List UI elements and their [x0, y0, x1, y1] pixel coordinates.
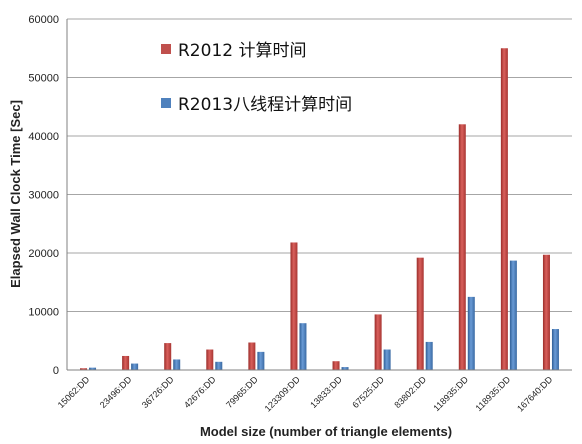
legend-label-r2013: R2013八线程计算时间	[178, 95, 352, 115]
y-tick-label: 20000	[28, 248, 59, 260]
x-tick-label: 79965:DD	[224, 374, 260, 410]
bar-r2013-10	[509, 260, 517, 370]
bar-r2012-6	[332, 361, 340, 370]
bar-r2012-1	[122, 355, 130, 370]
y-tick-label: 10000	[28, 307, 59, 319]
bar-r2013-7	[383, 349, 391, 370]
bar-r2012-11	[542, 254, 550, 370]
y-tick-label: 0	[53, 365, 59, 377]
y-tick-label: 30000	[28, 190, 59, 202]
y-tick-labels: 0 10000 20000 30000 40000 50000 60000	[28, 14, 59, 377]
x-tick-label: 123309:DD	[263, 374, 303, 414]
legend-label-r2012: R2012 计算时间	[178, 41, 306, 61]
bar-r2013-5	[299, 323, 307, 370]
legend-swatch-r2013	[161, 98, 171, 108]
x-tick-label: 15062:DD	[56, 374, 92, 410]
bar-r2012-10	[500, 48, 508, 370]
legend: R2012 计算时间 R2013八线程计算时间	[161, 41, 352, 115]
bar-r2012-9	[458, 124, 466, 370]
bar-r2013-2	[173, 359, 181, 370]
bar-r2012-4	[248, 342, 256, 370]
x-tick-label: 118935:DD	[473, 374, 512, 413]
bar-r2013-3	[215, 361, 223, 370]
bar-r2012-5	[290, 242, 298, 370]
bar-r2012-3	[206, 349, 214, 370]
bar-r2013-1	[131, 363, 139, 370]
bar-r2012-8	[416, 257, 424, 370]
bars	[80, 48, 559, 370]
bar-r2013-4	[257, 351, 265, 370]
y-axis-title: Elapsed Wall Clock Time [Sec]	[8, 100, 23, 288]
x-tick-label: 167640:DD	[515, 374, 555, 414]
bar-r2012-0	[80, 368, 88, 370]
x-tick-labels: 15062:DD 23496:DD 36726:DD 42676:DD 79965:DD…	[56, 374, 555, 414]
x-tick-label: 67525:DD	[350, 374, 386, 410]
bar-r2013-11	[551, 329, 559, 370]
axes	[66, 19, 572, 371]
legend-swatch-r2012	[161, 44, 171, 54]
bar-r2013-6	[341, 367, 349, 370]
x-tick-label: 23496:DD	[98, 374, 134, 410]
y-tick-label: 40000	[28, 131, 59, 143]
bar-r2013-0	[89, 367, 97, 370]
x-tick-label: 118935:DD	[431, 374, 470, 413]
bar-r2013-8	[425, 341, 433, 370]
y-tick-label: 60000	[28, 14, 59, 26]
x-tick-label: 13833:DD	[308, 374, 344, 410]
x-tick-label: 36726:DD	[140, 374, 176, 410]
x-tick-label: 83802:DD	[392, 374, 428, 410]
x-tick-label: 42676:DD	[182, 374, 218, 410]
bar-r2012-7	[374, 314, 382, 370]
y-tick-label: 50000	[28, 73, 59, 85]
x-axis-title: Model size (number of triangle elements)	[200, 424, 452, 439]
bar-r2012-2	[164, 343, 172, 370]
gridlines	[67, 18, 572, 312]
bar-r2013-9	[467, 296, 475, 370]
